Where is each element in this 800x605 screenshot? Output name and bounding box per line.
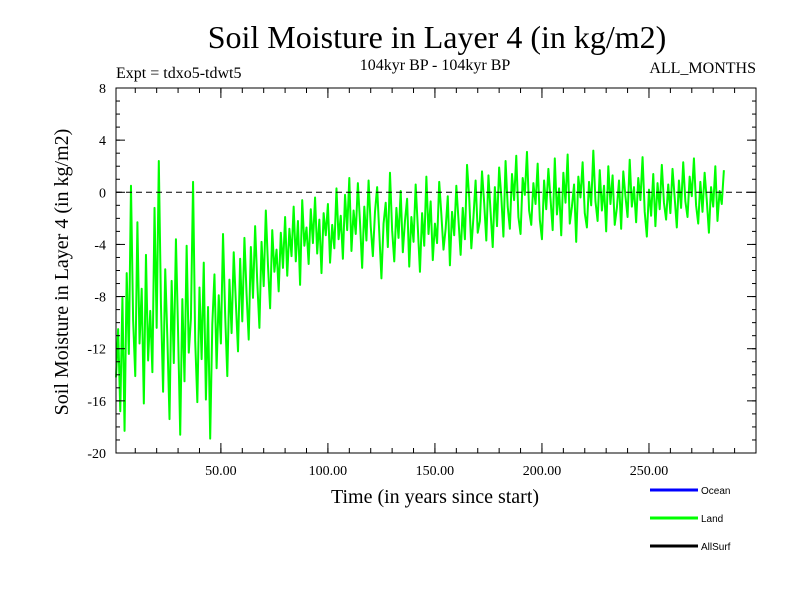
plot-frame — [115, 87, 757, 454]
y-tick-label: -20 — [87, 447, 106, 462]
legend: Ocean Land AllSurf — [650, 486, 731, 553]
x-tick-label: 100.00 — [309, 464, 348, 479]
chart-title: Soil Moisture in Layer 4 (in kg/m2) — [208, 19, 667, 55]
x-tick-label: 50.00 — [205, 464, 237, 479]
y-tick-label: 4 — [99, 134, 106, 149]
x-tick-label: 150.00 — [416, 464, 455, 479]
experiment-label: Expt = tdxo5-tdwt5 — [116, 65, 241, 82]
series-line-land — [115, 149, 725, 440]
x-tick-label: 200.00 — [523, 464, 562, 479]
legend-label-allsurf: AllSurf — [701, 542, 731, 553]
y-tick-label: 8 — [99, 82, 106, 97]
x-axis-label: Time (in years since start) — [331, 486, 539, 508]
y-tick-label: -8 — [94, 291, 106, 306]
plot-layer: -20 -16 -12 -8 -4 0 4 8 50.00 100.00 150.00 200.00 2… — [87, 82, 757, 479]
y-axis-label: Soil Moisture in Layer 4 (in kg/m2) — [51, 129, 73, 416]
legend-label-ocean: Ocean — [701, 486, 730, 497]
y-tick-label: -12 — [87, 343, 106, 358]
x-tick-label: 250.00 — [630, 464, 669, 479]
y-tick-label: -4 — [94, 238, 106, 253]
period-label: ALL_MONTHS — [649, 60, 756, 77]
chart-subtitle: 104kyr BP - 104kyr BP — [360, 57, 511, 74]
y-tick-label: 0 — [99, 186, 106, 201]
y-tick-label: -16 — [87, 395, 106, 410]
legend-label-land: Land — [701, 514, 723, 525]
